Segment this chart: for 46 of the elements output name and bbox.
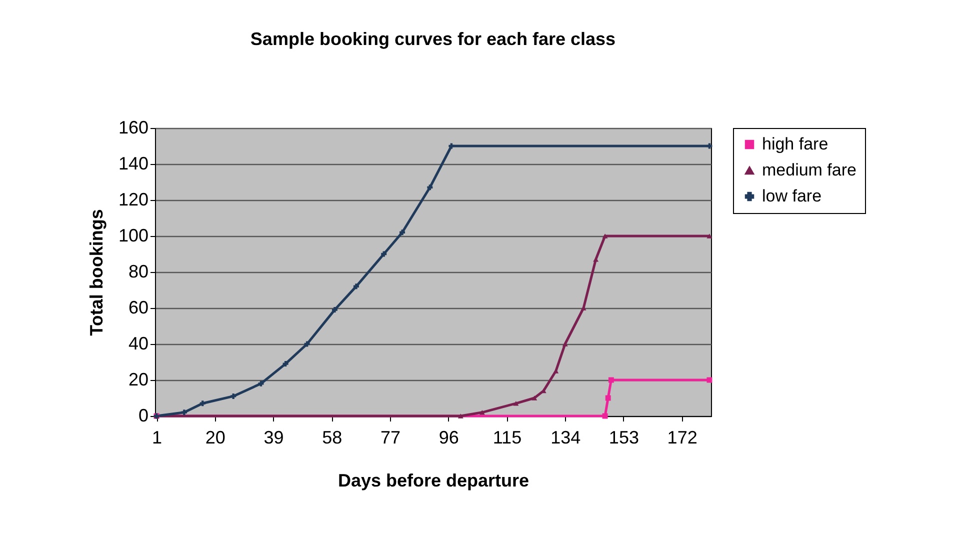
y-axis-title: Total bookings — [86, 209, 106, 336]
point — [332, 307, 338, 313]
y-tick-label: 0 — [138, 406, 148, 426]
x-tick-label: 172 — [667, 428, 698, 448]
y-tick-label: 60 — [128, 298, 148, 318]
point — [353, 284, 359, 290]
point — [400, 230, 406, 236]
point — [200, 400, 206, 406]
x-tick-label: 96 — [438, 428, 459, 448]
x-tick-label: 153 — [608, 428, 639, 448]
point — [602, 234, 608, 238]
legend-label: medium fare — [762, 160, 856, 180]
point — [532, 396, 538, 400]
point — [513, 401, 519, 406]
legend-label: low fare — [762, 186, 822, 206]
point — [593, 257, 599, 262]
point — [608, 377, 614, 383]
y-tick-label: 40 — [128, 334, 148, 354]
x-tick-label: 115 — [492, 428, 522, 448]
y-tick-label: 20 — [128, 370, 148, 390]
point — [458, 414, 464, 418]
x-tick-label: 39 — [264, 428, 284, 448]
point — [230, 393, 236, 399]
y-tick-label: 140 — [118, 154, 148, 174]
x-tick-label: 58 — [322, 428, 342, 448]
point — [282, 361, 288, 367]
point — [258, 380, 264, 386]
x-axis-title: Days before departure — [338, 470, 530, 490]
point — [706, 377, 712, 383]
y-tick-label: 100 — [118, 226, 148, 246]
point — [706, 234, 712, 238]
point — [562, 342, 568, 346]
x-tick-label: 1 — [152, 428, 162, 448]
x-tick-label: 20 — [205, 428, 226, 448]
y-tick-label: 80 — [128, 262, 148, 282]
point — [605, 395, 611, 401]
point — [602, 413, 608, 419]
legend-label: high fare — [762, 134, 828, 154]
y-tick-label: 160 — [118, 118, 148, 138]
point — [181, 410, 187, 416]
point — [427, 184, 433, 190]
chart-title: Sample booking curves for each fare class — [250, 29, 616, 49]
x-tick-label: 134 — [550, 428, 581, 448]
point — [479, 410, 485, 415]
x-tick-label: 77 — [380, 428, 401, 448]
y-tick-label: 120 — [118, 190, 148, 210]
